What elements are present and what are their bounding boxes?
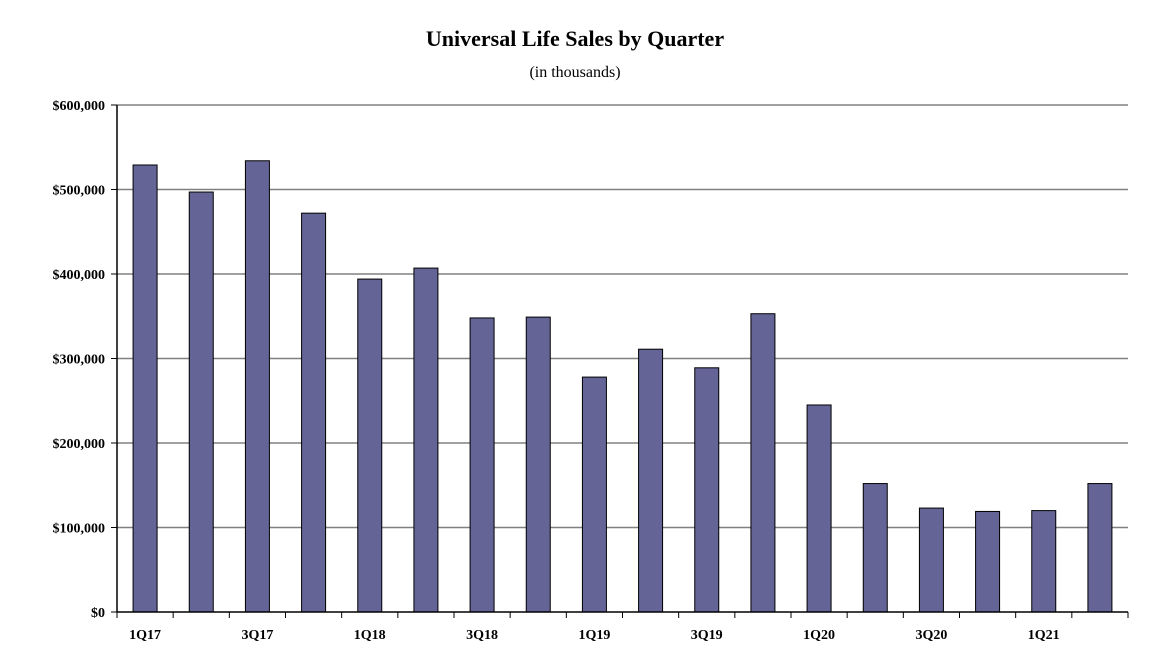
chart-subtitle: (in thousands) [529,64,621,81]
x-tick-label: 1Q19 [578,628,610,643]
bar-3q18 [469,317,495,613]
bar-1q20 [806,404,832,613]
gridlines [117,104,1128,529]
bar-3q19 [694,367,720,613]
bar-4q20 [975,510,1001,613]
bar-1q18 [357,278,383,613]
y-tick-label: $400,000 [53,268,106,283]
bar-2q21 [1087,483,1113,613]
y-tick-labels: $0 $100,000 $200,000 $300,000 $400,000 $500,0… [53,99,106,621]
x-tick-label: 3Q19 [691,628,723,643]
bar-3q20 [918,507,944,613]
y-tick-label: $500,000 [53,184,106,199]
x-tick-label: 3Q18 [466,628,498,643]
x-tick-label: 1Q17 [129,628,161,643]
y-tick-label: $300,000 [53,353,106,368]
bar-2q18 [413,267,439,613]
bar-4q18 [525,316,551,613]
bar-2q17 [188,191,214,613]
bar-1q17 [132,164,158,613]
x-tick-label: 1Q20 [803,628,835,643]
x-tick-labels: 1Q17 3Q17 1Q18 3Q18 1Q19 3Q19 1Q20 3Q20 1Q21 [129,628,1060,643]
bar-4q19 [750,313,776,613]
bar-2q19 [638,348,664,613]
y-tick-label: $100,000 [53,522,106,537]
chart-title: Universal Life Sales by Quarter [425,26,725,51]
x-tick-label: 3Q17 [241,628,273,643]
x-tick-label: 1Q18 [354,628,386,643]
bar-1q21 [1031,510,1057,613]
axes [111,104,1129,618]
x-tick-label: 3Q20 [915,628,947,643]
bar-4q17 [301,212,327,613]
bars [132,160,1113,613]
y-tick-label: $200,000 [53,437,106,452]
y-tick-label: $0 [91,606,105,621]
x-tick-label: 1Q21 [1028,628,1060,643]
y-tick-label: $600,000 [53,99,106,114]
bar-2q20 [862,483,888,613]
bar-3q17 [244,160,270,613]
bar-1q19 [581,376,607,613]
